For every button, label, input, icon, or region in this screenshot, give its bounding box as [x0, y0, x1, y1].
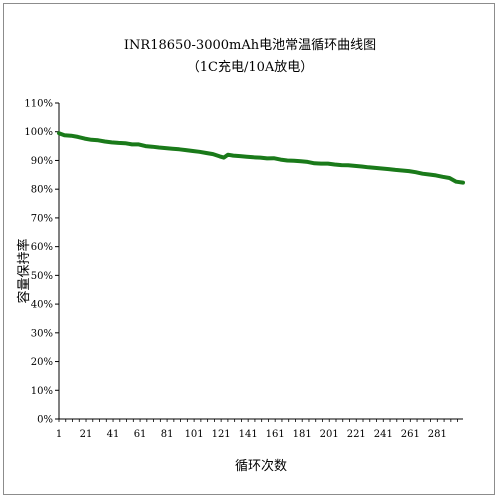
y-tick-label: 80% — [31, 185, 53, 196]
chart-frame — [3, 3, 495, 495]
chart-title: INR18650-3000mAh电池常温循环曲线图 — [123, 38, 377, 53]
x-tick-label: 101 — [185, 429, 204, 440]
series-group — [57, 131, 465, 185]
y-tick-label: 110% — [24, 99, 53, 110]
x-tick-label: 221 — [347, 429, 366, 440]
x-tick-label: 41 — [107, 429, 120, 440]
x-tick-label: 201 — [320, 429, 339, 440]
x-tick-label: 61 — [134, 429, 147, 440]
x-tick-label: 261 — [401, 429, 420, 440]
x-tick-label: 21 — [80, 429, 93, 440]
y-tick-label: 40% — [31, 300, 53, 311]
y-tick-label: 100% — [24, 127, 53, 138]
x-tick-label: 121 — [212, 429, 231, 440]
y-tick-label: 60% — [31, 242, 53, 253]
chart-subtitle: （1C充电/10A放电） — [186, 60, 314, 75]
y-tick-label: 30% — [31, 328, 53, 339]
y-tick-label: 70% — [31, 213, 53, 224]
y-tick-label: 20% — [31, 357, 53, 368]
y-tick-label: 10% — [31, 386, 53, 397]
x-axis: 1 21 41 61 81 101 121 141 161 181 201 221 241 261 281 — [56, 418, 463, 440]
y-axis-label: 容量保持率 — [16, 238, 32, 303]
series-line — [57, 131, 465, 185]
x-tick-label: 281 — [428, 429, 447, 440]
x-tick-label: 161 — [266, 429, 285, 440]
x-tick-label: 141 — [239, 429, 258, 440]
y-tick-label: 50% — [31, 271, 53, 282]
x-tick-label: 1 — [56, 429, 62, 440]
x-tick-label: 81 — [161, 429, 174, 440]
x-axis-label: 循环次数 — [235, 458, 287, 474]
y-tick-label: 0% — [37, 415, 53, 426]
x-tick-label: 241 — [374, 429, 393, 440]
x-tick-label: 181 — [293, 429, 312, 440]
y-axis: 0% 10% 20% 30% 40% 50% 60% 70% 80% 90% 100% 110% — [24, 99, 60, 426]
y-tick-label: 90% — [31, 156, 53, 167]
